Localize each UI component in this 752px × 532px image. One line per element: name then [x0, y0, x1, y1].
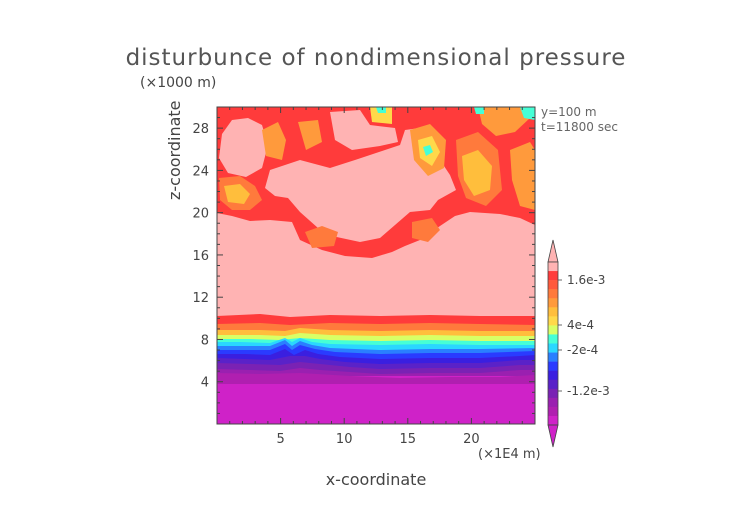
colorbar-swatch — [548, 388, 558, 399]
colorbar-frame — [547, 261, 559, 426]
contour-pink-hole-top — [330, 110, 398, 150]
upper-disturbed-layer — [217, 107, 535, 258]
y-tick-label: 8 — [201, 333, 209, 348]
colorbar-swatch — [548, 379, 558, 390]
y-tick-label: 4 — [201, 376, 209, 391]
y-axis: 4 8 12 16 20 24 28 — [192, 117, 535, 414]
colorbar-top-arrow — [547, 239, 559, 263]
contour-orange-mid2 — [298, 120, 322, 150]
z-unit-label: (×1000 m) — [140, 75, 217, 91]
colorbar-swatch — [548, 325, 558, 335]
x-tick-label: 5 — [276, 432, 284, 447]
contour-green-topright — [474, 107, 484, 114]
contour-yellow-top — [370, 107, 392, 124]
contour-green-topright2 — [520, 107, 535, 120]
x-axis: 5 10 15 20 — [229, 107, 523, 447]
contour-orange-farright — [510, 142, 535, 210]
colorbar-label: 1.6e-3 — [567, 273, 605, 287]
colorbar-swatch — [548, 298, 558, 308]
contour-orange-topright — [478, 107, 530, 136]
y-tick-label: 28 — [192, 122, 209, 137]
contour-deep-transition — [217, 373, 535, 384]
colorbar-swatch — [548, 343, 558, 353]
contour-yellow-right — [462, 150, 492, 196]
y-tick-label: 20 — [192, 207, 209, 222]
x-unit-label: (×1E4 m) — [478, 447, 541, 462]
contour-orange-mid — [262, 122, 286, 160]
colorbar-swatch — [548, 397, 558, 408]
colorbar-swatch — [548, 271, 558, 281]
colorbar-swatch — [548, 289, 558, 299]
contour-green-spot — [423, 145, 433, 156]
colorbar-swatch — [548, 406, 558, 417]
colorbar-swatch — [548, 262, 558, 272]
colorbar: 1.6e-3 4e-4 -2e-4 -1.2e-3 — [547, 239, 610, 448]
colorbar-swatch — [548, 280, 558, 290]
contour-pink-hole-left — [219, 118, 268, 177]
contour-orange-lower — [305, 226, 338, 248]
colorbar-label: 4e-4 — [567, 318, 594, 332]
annotation-time: t=11800 sec — [541, 120, 618, 134]
colorbar-swatch — [548, 316, 558, 326]
colorbar-swatch — [548, 415, 558, 426]
colorbar-swatch — [548, 352, 558, 362]
x-axis-label: x-coordinate — [325, 470, 427, 489]
annotation-y: y=100 m — [541, 105, 597, 119]
contour-yellow-left — [224, 184, 250, 204]
colorbar-bottom-arrow — [547, 424, 559, 448]
contour-pink-hole-center — [265, 128, 456, 242]
contour-orange-lower2 — [412, 218, 440, 242]
colorbar-swatch — [548, 370, 558, 381]
y-tick-label: 16 — [192, 249, 209, 264]
colorbar-swatch — [548, 361, 558, 371]
contour-field — [217, 107, 535, 424]
colorbar-label: -1.2e-3 — [567, 384, 610, 398]
colorbar-swatch — [548, 307, 558, 317]
x-tick-label: 20 — [463, 432, 480, 447]
colorbar-label: -2e-4 — [567, 343, 598, 357]
contour-green-top — [376, 107, 386, 113]
y-tick-label: 24 — [192, 164, 209, 179]
x-tick-label: 15 — [400, 432, 417, 447]
y-tick-label: 12 — [192, 291, 209, 306]
x-tick-label: 10 — [336, 432, 353, 447]
colorbar-swatch — [548, 334, 558, 344]
chart-title: disturbunce of nondimensional pressure — [125, 45, 627, 71]
